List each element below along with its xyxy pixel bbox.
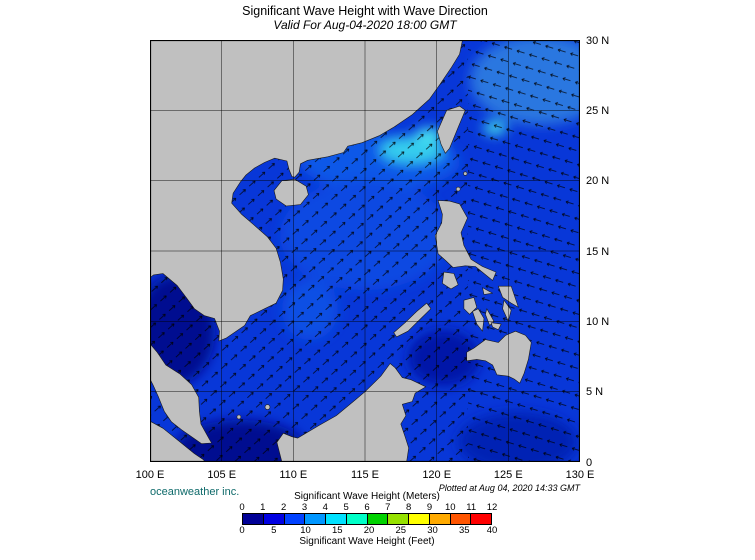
colorbar-cell (284, 514, 306, 524)
legend-title-meters: Significant Wave Height (Meters) (294, 491, 440, 502)
feet-tick-label: 30 (427, 525, 438, 536)
island-anambas (236, 414, 242, 420)
legend-title-feet: Significant Wave Height (Feet) (299, 536, 435, 547)
meters-tick-label: 0 (239, 502, 245, 513)
lon-label: 110 E (279, 469, 308, 481)
island-negros (472, 308, 485, 332)
feet-tick-label: 25 (395, 525, 407, 536)
meters-tick-label: 11 (466, 502, 477, 513)
map-subtitle: Valid For Aug-04-2020 18:00 GMT (273, 18, 457, 32)
colorbar-cell (346, 514, 368, 524)
colorbar-cell (471, 514, 491, 524)
lat-label: 20 N (586, 175, 610, 187)
feet-scale: 0 5 10 15 20 25 30 35 40 (239, 525, 497, 536)
colorbar-cell (409, 514, 430, 524)
lat-label: 5 N (586, 386, 604, 398)
island-batanes (463, 171, 468, 176)
island-bohol (490, 322, 502, 331)
lat-label: 15 N (586, 246, 610, 258)
meters-tick-label: 8 (406, 502, 412, 513)
meters-tick-label: 7 (385, 502, 391, 513)
legend: Significant Wave Height (Meters) 0 1 2 3… (239, 491, 497, 547)
feet-tick-label: 10 (300, 525, 311, 536)
meters-tick-label: 5 (343, 502, 349, 513)
credit-text: oceanweather inc. (150, 486, 240, 498)
feet-tick-label: 40 (486, 525, 498, 536)
feet-tick-label: 15 (331, 525, 343, 536)
island-mindanao (466, 330, 532, 384)
feet-tick-label: 20 (363, 525, 375, 536)
land-sumatra (150, 420, 205, 462)
island-babuyan (455, 186, 461, 192)
island-palawan (393, 302, 432, 338)
island-luzon (434, 200, 497, 281)
meters-tick-label: 2 (281, 502, 287, 513)
meters-tick-label: 3 (301, 502, 308, 513)
plotted-timestamp: Plotted at Aug 04, 2020 14:33 GMT (438, 483, 580, 493)
meters-tick-label: 10 (445, 502, 456, 513)
meters-tick-label: 4 (322, 502, 328, 513)
lat-label: 0 (586, 457, 593, 469)
lat-label: 30 N (586, 35, 610, 47)
land-china-indochina (150, 40, 463, 342)
island-panay (463, 297, 478, 315)
colorbar-cell (305, 514, 326, 524)
island-borneo (276, 363, 427, 462)
island-taiwan (437, 105, 466, 154)
meters-tick-label: 1 (260, 502, 266, 513)
island-mindoro (442, 271, 459, 290)
island-masbate (482, 287, 493, 295)
lon-label: 115 E (351, 469, 379, 481)
lon-label: 120 E (422, 469, 452, 481)
colorbar-cell (243, 514, 264, 524)
lon-label: 105 E (207, 469, 237, 481)
lon-label: 125 E (493, 469, 523, 481)
colorbar-cell (263, 514, 285, 524)
map-frame (150, 40, 580, 462)
meters-scale: 0 1 2 3 4 5 6 7 8 9 10 11 12 (239, 502, 497, 513)
map-canvas (150, 40, 580, 462)
meters-tick-label: 12 (486, 502, 498, 513)
feet-tick-label: 35 (458, 525, 470, 536)
meters-tick-label: 6 (364, 502, 370, 513)
colorbar (242, 513, 492, 525)
feet-tick-label: 5 (271, 525, 277, 536)
island-hainan (273, 179, 309, 207)
grid-lines (150, 40, 580, 462)
land-malay-peninsula (150, 343, 212, 445)
lon-label: 100 E (135, 469, 165, 481)
colorbar-cell (429, 514, 451, 524)
map-title: Significant Wave Height with Wave Direct… (242, 4, 488, 18)
grid-path (150, 40, 580, 462)
feet-tick-label: 0 (239, 525, 245, 536)
colorbar-cell (450, 514, 472, 524)
lat-label: 25 N (586, 105, 610, 117)
landmasses (150, 40, 532, 462)
lon-label: 130 E (565, 469, 595, 481)
island-natuna (264, 404, 271, 410)
lat-label: 10 N (586, 316, 610, 328)
colorbar-cell (326, 514, 347, 524)
colorbar-cell (388, 514, 409, 524)
colorbar-cell (367, 514, 389, 524)
meters-tick-label: 9 (426, 502, 433, 513)
